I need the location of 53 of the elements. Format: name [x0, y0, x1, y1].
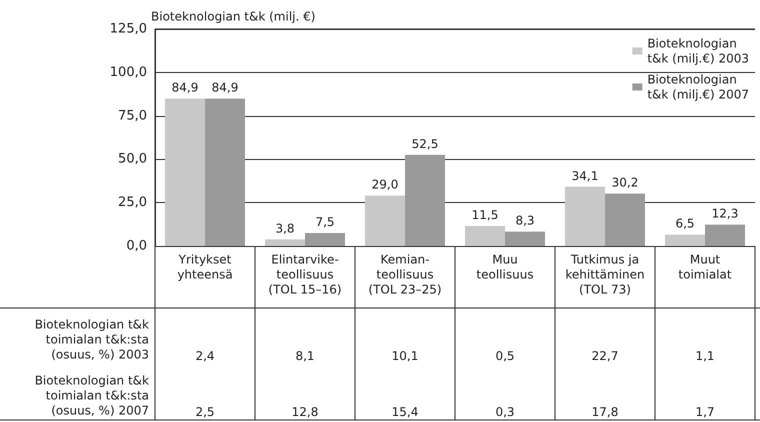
- data-label: 8,3: [515, 214, 535, 228]
- bar: [205, 98, 245, 246]
- bar: [265, 239, 305, 246]
- data-label: 11,5: [472, 208, 498, 222]
- y-tick-label: 125,0: [110, 22, 147, 36]
- text: 1,7: [695, 405, 715, 419]
- bar: [505, 232, 545, 246]
- text: Bioteknologian t&k toimialan t&k:sta (osuus, %) 2007: [34, 374, 150, 418]
- bar: [305, 232, 345, 246]
- legend-label: Bioteknologian t&k (milj.€) 2007: [647, 72, 750, 102]
- x-tick-label: Elintarvike- teollisuus (TOL 15–16): [268, 252, 342, 296]
- bar: [605, 194, 645, 246]
- bar: [705, 224, 745, 246]
- text: 22,7: [592, 349, 618, 363]
- bar: [465, 226, 505, 246]
- text: 10,1: [392, 349, 418, 363]
- data-label: 52,5: [412, 136, 438, 151]
- data-label: 34,1: [572, 168, 598, 183]
- x-tick-label: Kemian- teollisuus (TOL 23–25): [368, 252, 442, 296]
- text: 17,8: [592, 405, 618, 419]
- x-tick-label: Tutkimus ja kehittäminen (TOL 73): [565, 252, 645, 296]
- text: 0,3: [495, 405, 515, 419]
- data-label: 3,8: [275, 221, 295, 236]
- x-tick-label: Muut toimialat: [678, 252, 732, 282]
- text: 2,4: [195, 349, 215, 363]
- bar: [405, 154, 445, 246]
- text: 8,1: [295, 349, 315, 363]
- data-label: 84,9: [172, 80, 198, 95]
- bar: [565, 186, 605, 246]
- y-axis-title: Bioteknologian t&k (milj. €): [151, 10, 316, 24]
- y-tick-label: 0,0: [126, 238, 147, 254]
- data-label: 6,5: [675, 216, 695, 231]
- data-label: 30,2: [612, 176, 638, 190]
- bar: [665, 234, 705, 246]
- data-label: 12,3: [712, 206, 738, 221]
- x-tick-label: Yritykset yhteensä: [177, 252, 233, 282]
- text: 1,1: [695, 349, 715, 363]
- text: 15,4: [392, 405, 418, 419]
- y-tick-label: 75,0: [118, 108, 147, 124]
- text: 2,5: [195, 405, 215, 419]
- y-tick-label: 25,0: [118, 195, 147, 210]
- data-label: 7,5: [315, 214, 335, 229]
- text: 0,5: [495, 349, 515, 363]
- legend-label: Bioteknologian t&k (milj.€) 2003: [647, 36, 750, 66]
- bar: [165, 98, 205, 246]
- data-label: 84,9: [212, 80, 238, 95]
- text: Bioteknologian t&k toimialan t&k:sta (osuus, %) 2003: [34, 318, 150, 362]
- y-tick-label: 100,0: [110, 64, 147, 80]
- bar: [365, 196, 405, 246]
- x-tick-label: Muu teollisuus: [476, 252, 534, 282]
- text: 12,8: [292, 405, 318, 419]
- y-tick-label: 50,0: [118, 152, 147, 167]
- data-label: 29,0: [372, 178, 398, 192]
